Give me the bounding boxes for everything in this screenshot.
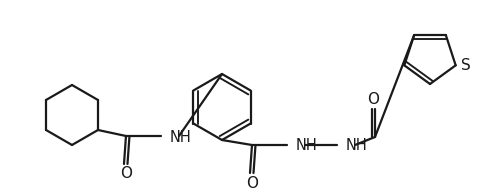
- Text: NH: NH: [296, 138, 318, 152]
- Text: NH: NH: [170, 130, 192, 144]
- Text: O: O: [246, 175, 258, 191]
- Text: S: S: [461, 58, 470, 73]
- Text: O: O: [367, 92, 379, 106]
- Text: NH: NH: [346, 138, 368, 152]
- Text: O: O: [120, 166, 132, 181]
